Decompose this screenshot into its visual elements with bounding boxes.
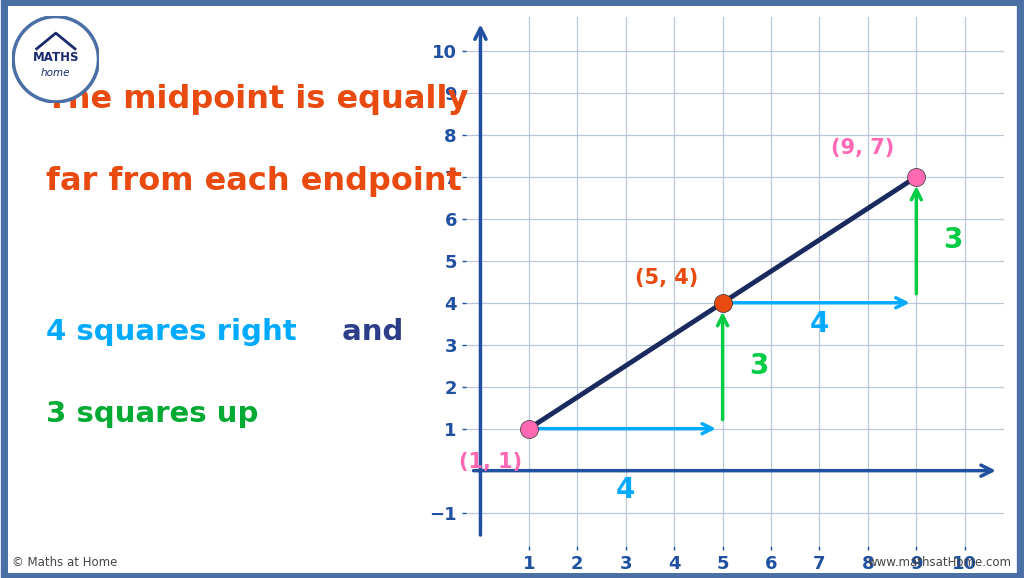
Text: 4 squares right: 4 squares right [46, 318, 297, 346]
Text: The midpoint is equally: The midpoint is equally [46, 84, 469, 115]
Text: 3: 3 [750, 352, 769, 380]
Text: © Maths at Home: © Maths at Home [12, 557, 118, 569]
Text: 3 squares up: 3 squares up [46, 399, 259, 428]
Circle shape [13, 17, 98, 102]
Text: (1, 1): (1, 1) [459, 452, 521, 472]
Text: 4: 4 [810, 310, 829, 338]
Text: (9, 7): (9, 7) [831, 138, 895, 158]
Text: home: home [41, 68, 71, 78]
Text: far from each endpoint: far from each endpoint [46, 165, 462, 197]
Text: (5, 4): (5, 4) [635, 268, 698, 288]
Text: 3: 3 [943, 226, 963, 254]
Text: 4: 4 [616, 476, 636, 503]
Text: MATHS: MATHS [33, 51, 79, 64]
Text: www.mathsatHome.com: www.mathsatHome.com [867, 557, 1012, 569]
Text: and: and [333, 318, 403, 346]
FancyBboxPatch shape [8, 5, 1016, 573]
